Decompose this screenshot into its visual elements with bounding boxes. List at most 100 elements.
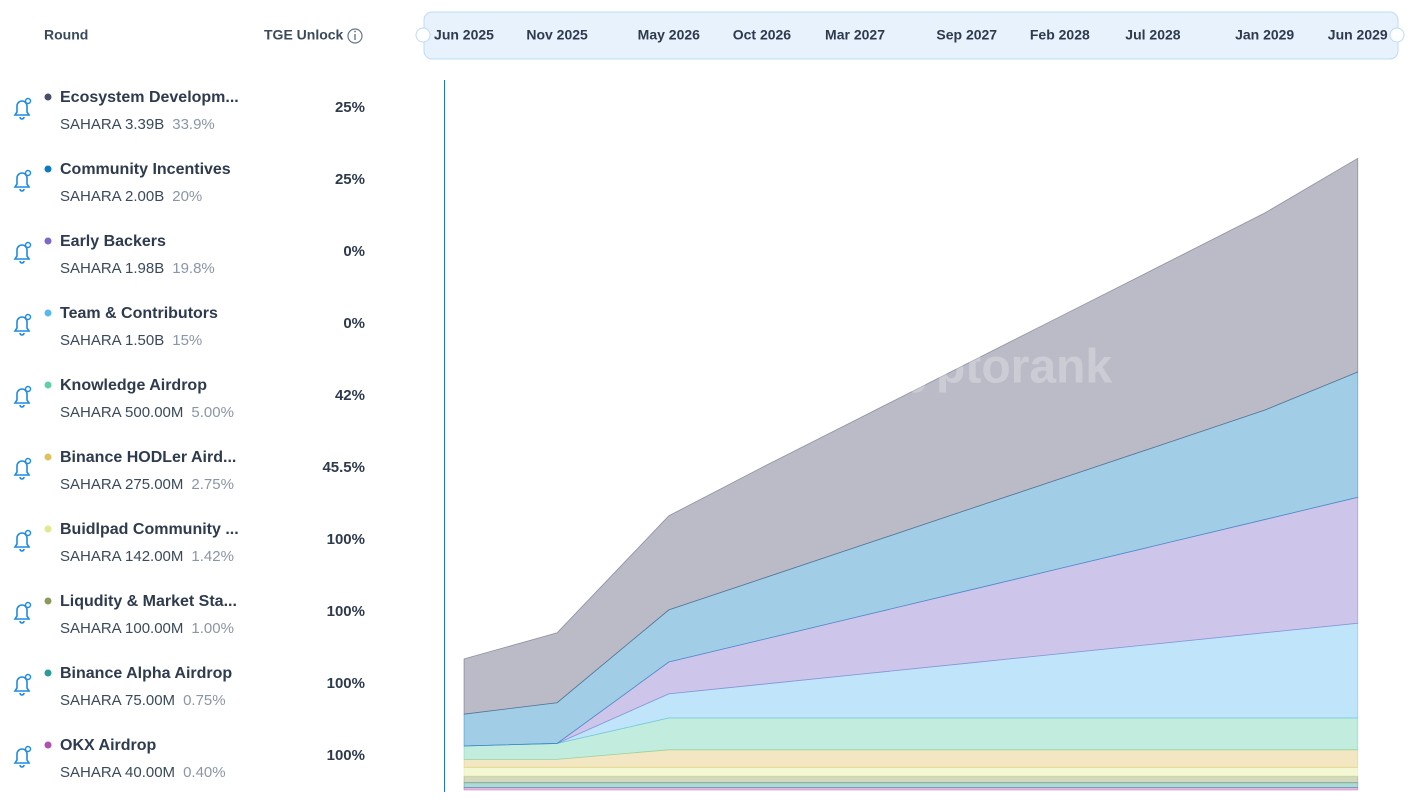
round-amount: SAHARA 2.00B [60,188,164,205]
alert-bell[interactable] [13,673,32,696]
round-share: 15% [172,332,202,349]
round-amount: SAHARA 275.00M [60,476,183,493]
bell-dot [24,97,32,105]
alert-bell[interactable] [13,313,32,336]
bell-dot [24,169,32,177]
round-name: Ecosystem Developm... [60,89,239,106]
alert-bell[interactable] [13,169,32,192]
watermark: cryptorank [864,341,1112,394]
legend-dot [44,453,52,461]
bell-icon [13,100,31,120]
alert-bell[interactable] [13,601,32,624]
area-band [463,157,1359,715]
bell-dot [24,673,32,681]
round-share: 1.42% [191,548,234,565]
x-tick-label: Mar 2027 [825,27,885,43]
round-name: Team & Contributors [60,305,218,322]
round-amount: SAHARA 40.00M [60,764,175,781]
alert-bell[interactable] [13,385,32,408]
x-tick-label: Sep 2027 [936,27,997,43]
legend-dot [44,165,52,173]
range-handle[interactable] [415,27,431,43]
bell-dot [24,745,32,753]
bell-icon [13,388,31,408]
bell-dot [24,601,32,609]
bell-dot [24,457,32,465]
legend-dot [44,669,52,677]
round-name: Community Incentives [60,161,231,178]
tge-unlock: 100% [327,603,365,620]
alert-bell[interactable] [13,529,32,552]
round-amount: SAHARA 3.39B [60,116,164,133]
bell-dot [24,241,32,249]
legend-dot [44,93,52,101]
bell-dot [24,313,32,321]
alert-bell[interactable] [13,745,32,768]
round-share: 0.75% [183,692,226,709]
round-share: 19.8% [172,260,215,277]
round-share: 33.9% [172,116,215,133]
tge-unlock: 100% [327,531,365,548]
tge-unlock: 42% [335,387,365,404]
legend-dot [44,597,52,605]
area-band [463,775,1359,784]
round-name: Binance Alpha Airdrop [60,665,232,682]
bell-icon [13,604,31,624]
round-amount: SAHARA 1.50B [60,332,164,349]
area-band [463,782,1359,788]
round-amount: SAHARA 1.98B [60,260,164,277]
bell-icon [13,244,31,264]
tge-unlock: 0% [343,315,365,332]
alert-bell[interactable] [13,97,32,120]
alert-bell[interactable] [13,241,32,264]
legend-dot [44,381,52,389]
round-share: 2.75% [191,476,234,493]
x-tick-label: Jun 2029 [1328,27,1388,43]
legend-dot [44,525,52,533]
info-icon[interactable] [347,28,363,44]
column-header: Round [44,27,88,43]
bell-icon [13,748,31,768]
bell-dot [24,529,32,537]
x-tick-label: Nov 2025 [526,27,588,43]
round-share: 5.00% [191,404,234,421]
x-tick-label: Feb 2028 [1030,27,1090,43]
area-band [463,766,1359,777]
legend-dot [44,741,52,749]
tge-unlock: 25% [335,171,365,188]
bell-icon [13,532,31,552]
column-header: TGE Unlock [264,27,344,43]
tge-unlock: 100% [327,747,365,764]
alert-bell[interactable] [13,457,32,480]
round-name: Binance HODLer Aird... [60,449,236,466]
round-amount: SAHARA 100.00M [60,620,183,637]
x-tick-label: Jan 2029 [1235,27,1294,43]
x-tick-label: Jul 2028 [1125,27,1180,43]
tge-unlock: 0% [343,243,365,260]
tge-unlock: 45.5% [322,459,365,476]
round-amount: SAHARA 75.00M [60,692,175,709]
round-share: 0.40% [183,764,226,781]
round-name: Knowledge Airdrop [60,377,207,394]
bell-icon [13,172,31,192]
tge-unlock: 100% [327,675,365,692]
round-name: Early Backers [60,233,166,250]
bell-icon [13,676,31,696]
bell-dot [24,385,32,393]
round-name: OKX Airdrop [60,737,157,754]
round-share: 1.00% [191,620,234,637]
range-handle[interactable] [1389,27,1405,43]
bell-icon [13,460,31,480]
round-amount: SAHARA 142.00M [60,548,183,565]
x-tick-label: Jun 2025 [434,27,494,43]
x-tick-label: May 2026 [638,27,700,43]
legend-dot [44,237,52,245]
x-tick-label: Oct 2026 [733,27,792,43]
round-name: Liqudity & Market Sta... [60,593,237,610]
round-share: 20% [172,188,202,205]
round-amount: SAHARA 500.00M [60,404,183,421]
legend-dot [44,309,52,317]
round-name: Buidlpad Community ... [60,521,239,538]
